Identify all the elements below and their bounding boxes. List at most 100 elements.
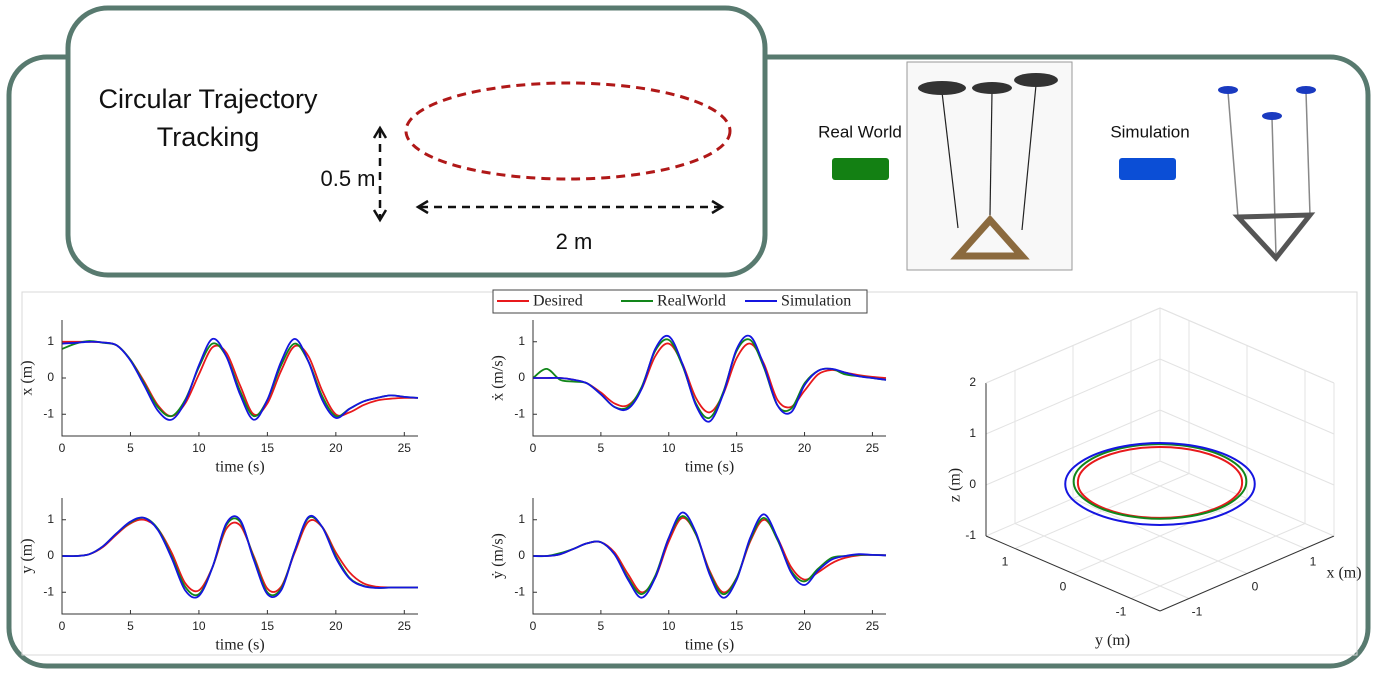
axis-line: [1159, 535, 1335, 612]
y-axis-label: y (m): [19, 538, 36, 573]
x-tick-label: 15: [261, 441, 275, 455]
x-axis-label: time (s): [215, 637, 264, 654]
y-tick-label: 0: [1060, 580, 1067, 594]
x-tick-label: 10: [192, 619, 206, 633]
x-tick-label: 10: [662, 441, 676, 455]
height-label: 0.5 m: [320, 166, 375, 191]
y-tick-label: -1: [514, 584, 525, 598]
legend-label: RealWorld: [657, 293, 726, 310]
x-tick-label: 0: [59, 441, 66, 455]
x-tick-label: 20: [798, 619, 812, 633]
series-line: [61, 337, 419, 421]
plot-area: [62, 498, 418, 614]
x-axis-label: time (s): [685, 459, 734, 476]
x-tick-label: 0: [530, 441, 537, 455]
x-tick-label: 15: [730, 619, 744, 633]
grid-line: [1130, 523, 1306, 599]
z-tick-label: 1: [969, 426, 976, 440]
plot-area: [62, 320, 418, 436]
plot-area: [533, 498, 886, 614]
x-axis-label: time (s): [685, 637, 734, 654]
legend-label: Simulation: [781, 293, 851, 310]
box-edge: [1159, 307, 1335, 384]
y-axis-label: ẏ (m/s): [490, 533, 507, 579]
grid-line: [985, 409, 1161, 486]
y-tick-label: 0: [518, 548, 525, 562]
z-tick-label: 0: [969, 477, 976, 491]
z-tick-label: -1: [965, 528, 976, 542]
axes: [532, 498, 886, 615]
grid-line: [1014, 473, 1190, 549]
axis-line: [985, 535, 1161, 612]
x-tick-label: 1: [1310, 555, 1317, 569]
y-tick-label: -1: [43, 406, 54, 420]
axes: [61, 320, 418, 437]
x-tick-label: 15: [261, 619, 275, 633]
width-label: 2 m: [556, 229, 593, 254]
y-tick-label: 1: [1002, 555, 1009, 569]
y-tick-label: 0: [47, 548, 54, 562]
x-tick-label: 0: [59, 619, 66, 633]
series-line: [532, 334, 887, 423]
y-tick-label: 0: [47, 370, 54, 384]
trajectory-sketch: [404, 81, 732, 181]
series-line: [532, 511, 887, 599]
series-line: [1076, 446, 1244, 519]
series-line: [1064, 442, 1256, 526]
grid-line: [1159, 460, 1335, 537]
sketch-title: Circular Trajectory Tracking: [98, 84, 318, 152]
y-axis-label: x (m): [19, 360, 36, 395]
x-tick-label: 5: [598, 441, 605, 455]
legend-label: Desired: [533, 293, 583, 310]
x-tick-label: 25: [398, 619, 412, 633]
dimension-arrows: [372, 125, 725, 223]
x-tick-label: 10: [662, 619, 676, 633]
y-tick-label: -1: [514, 406, 525, 420]
x-tick-label: 5: [598, 619, 605, 633]
y-tick-label: 1: [47, 334, 54, 348]
x-tick-label: 0: [1252, 580, 1259, 594]
y-axis-label: y (m): [1095, 632, 1130, 649]
y-tick-label: 1: [518, 512, 525, 526]
simulation-label: Simulation: [1110, 122, 1189, 141]
x-axis-label: time (s): [215, 459, 264, 476]
grid-line: [1072, 498, 1248, 574]
plot-area: [533, 320, 886, 436]
box-edge: [985, 307, 1161, 384]
axes: [61, 498, 418, 615]
x-tick-label: 25: [398, 441, 412, 455]
x-tick-label: 25: [866, 619, 880, 633]
x-tick-label: 5: [127, 441, 134, 455]
axes: [532, 320, 886, 437]
y-axis-label: ẋ (m/s): [490, 355, 507, 401]
real-world-photo: [906, 61, 1073, 271]
y-tick-label: 1: [47, 512, 54, 526]
y-tick-label: -1: [43, 584, 54, 598]
grid-line: [1159, 409, 1335, 486]
x-tick-label: 20: [329, 441, 343, 455]
x-tick-label: 20: [798, 441, 812, 455]
grid-line: [985, 358, 1161, 435]
y-tick-label: -1: [1116, 605, 1127, 619]
real-world-label: Real World: [818, 122, 902, 141]
x-tick-label: 20: [329, 619, 343, 633]
x-tick-label: 10: [192, 441, 206, 455]
simulation-swatch: [1119, 158, 1176, 180]
series-line: [61, 514, 418, 599]
legend: Desired RealWorld Simulation: [492, 289, 868, 314]
grid-line: [985, 460, 1161, 537]
grid-line: [1159, 358, 1335, 435]
z-axis-label: z (m): [947, 468, 964, 502]
x-tick-label: 15: [730, 441, 744, 455]
y-tick-label: 0: [518, 370, 525, 384]
simulation-render: [1218, 86, 1316, 262]
series-line: [1072, 443, 1248, 520]
x-tick-label: -1: [1192, 605, 1203, 619]
x-tick-label: 5: [127, 619, 134, 633]
real-world-swatch: [832, 158, 889, 180]
x-tick-label: 25: [866, 441, 880, 455]
x-tick-label: 0: [530, 619, 537, 633]
y-tick-label: 1: [518, 334, 525, 348]
